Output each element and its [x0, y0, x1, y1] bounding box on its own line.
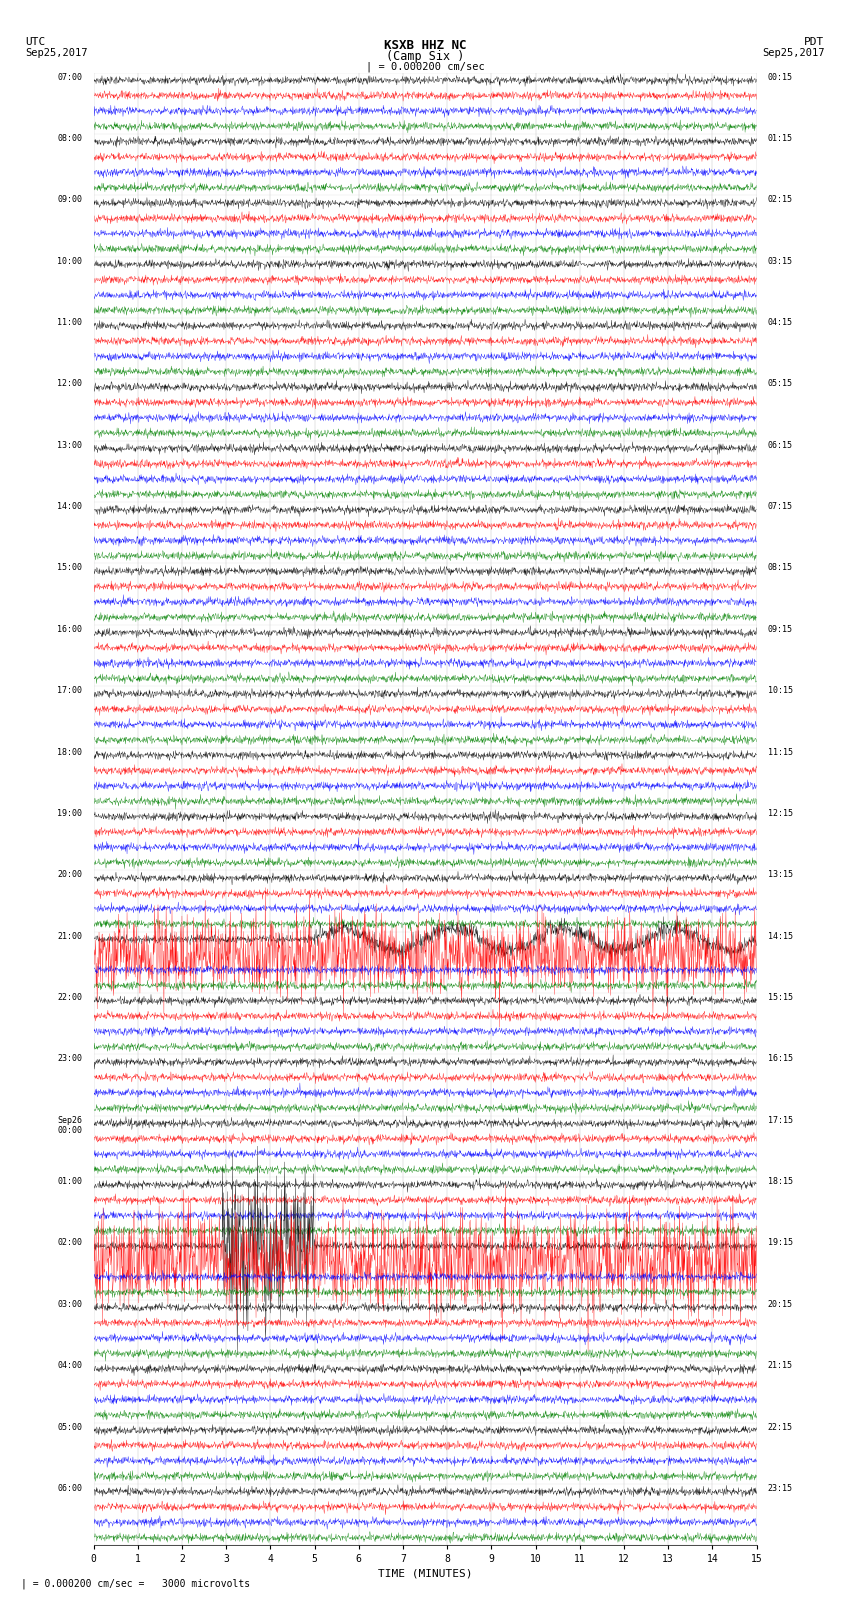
Text: 06:15: 06:15	[768, 440, 792, 450]
Text: 21:15: 21:15	[768, 1361, 792, 1369]
Text: 20:00: 20:00	[58, 871, 82, 879]
Text: 05:15: 05:15	[768, 379, 792, 389]
Text: 18:15: 18:15	[768, 1177, 792, 1186]
Text: PDT: PDT	[804, 37, 824, 47]
Text: KSXB HHZ NC: KSXB HHZ NC	[383, 39, 467, 52]
Text: 04:00: 04:00	[58, 1361, 82, 1369]
Text: | = 0.000200 cm/sec =   3000 microvolts: | = 0.000200 cm/sec = 3000 microvolts	[21, 1578, 251, 1589]
Text: 02:00: 02:00	[58, 1239, 82, 1247]
Text: 14:00: 14:00	[58, 502, 82, 511]
Text: (Camp Six ): (Camp Six )	[386, 50, 464, 63]
Text: 17:15: 17:15	[768, 1116, 792, 1124]
Text: 19:15: 19:15	[768, 1239, 792, 1247]
Text: 10:00: 10:00	[58, 256, 82, 266]
Text: 13:15: 13:15	[768, 871, 792, 879]
Text: Sep25,2017: Sep25,2017	[762, 48, 824, 58]
Text: 03:15: 03:15	[768, 256, 792, 266]
Text: 06:00: 06:00	[58, 1484, 82, 1494]
Text: 02:15: 02:15	[768, 195, 792, 205]
Text: 11:00: 11:00	[58, 318, 82, 327]
Text: 08:00: 08:00	[58, 134, 82, 144]
Text: 16:00: 16:00	[58, 624, 82, 634]
Text: 15:15: 15:15	[768, 994, 792, 1002]
Text: Sep25,2017: Sep25,2017	[26, 48, 88, 58]
Text: 04:15: 04:15	[768, 318, 792, 327]
Text: 16:15: 16:15	[768, 1055, 792, 1063]
Text: 03:00: 03:00	[58, 1300, 82, 1308]
Text: 18:00: 18:00	[58, 747, 82, 756]
Text: 09:15: 09:15	[768, 624, 792, 634]
Text: 12:00: 12:00	[58, 379, 82, 389]
X-axis label: TIME (MINUTES): TIME (MINUTES)	[377, 1568, 473, 1579]
Text: 10:15: 10:15	[768, 686, 792, 695]
Text: 22:15: 22:15	[768, 1423, 792, 1431]
Text: 09:00: 09:00	[58, 195, 82, 205]
Text: 14:15: 14:15	[768, 932, 792, 940]
Text: 07:00: 07:00	[58, 73, 82, 82]
Text: 11:15: 11:15	[768, 747, 792, 756]
Text: Sep26
00:00: Sep26 00:00	[58, 1116, 82, 1136]
Text: UTC: UTC	[26, 37, 46, 47]
Text: 17:00: 17:00	[58, 686, 82, 695]
Text: 01:00: 01:00	[58, 1177, 82, 1186]
Text: 08:15: 08:15	[768, 563, 792, 573]
Text: 05:00: 05:00	[58, 1423, 82, 1431]
Text: 13:00: 13:00	[58, 440, 82, 450]
Text: 07:15: 07:15	[768, 502, 792, 511]
Text: 23:15: 23:15	[768, 1484, 792, 1494]
Text: 00:15: 00:15	[768, 73, 792, 82]
Text: 12:15: 12:15	[768, 810, 792, 818]
Text: | = 0.000200 cm/sec: | = 0.000200 cm/sec	[366, 61, 484, 73]
Text: 22:00: 22:00	[58, 994, 82, 1002]
Text: 19:00: 19:00	[58, 810, 82, 818]
Text: 20:15: 20:15	[768, 1300, 792, 1308]
Text: 15:00: 15:00	[58, 563, 82, 573]
Text: 23:00: 23:00	[58, 1055, 82, 1063]
Text: 01:15: 01:15	[768, 134, 792, 144]
Text: 21:00: 21:00	[58, 932, 82, 940]
